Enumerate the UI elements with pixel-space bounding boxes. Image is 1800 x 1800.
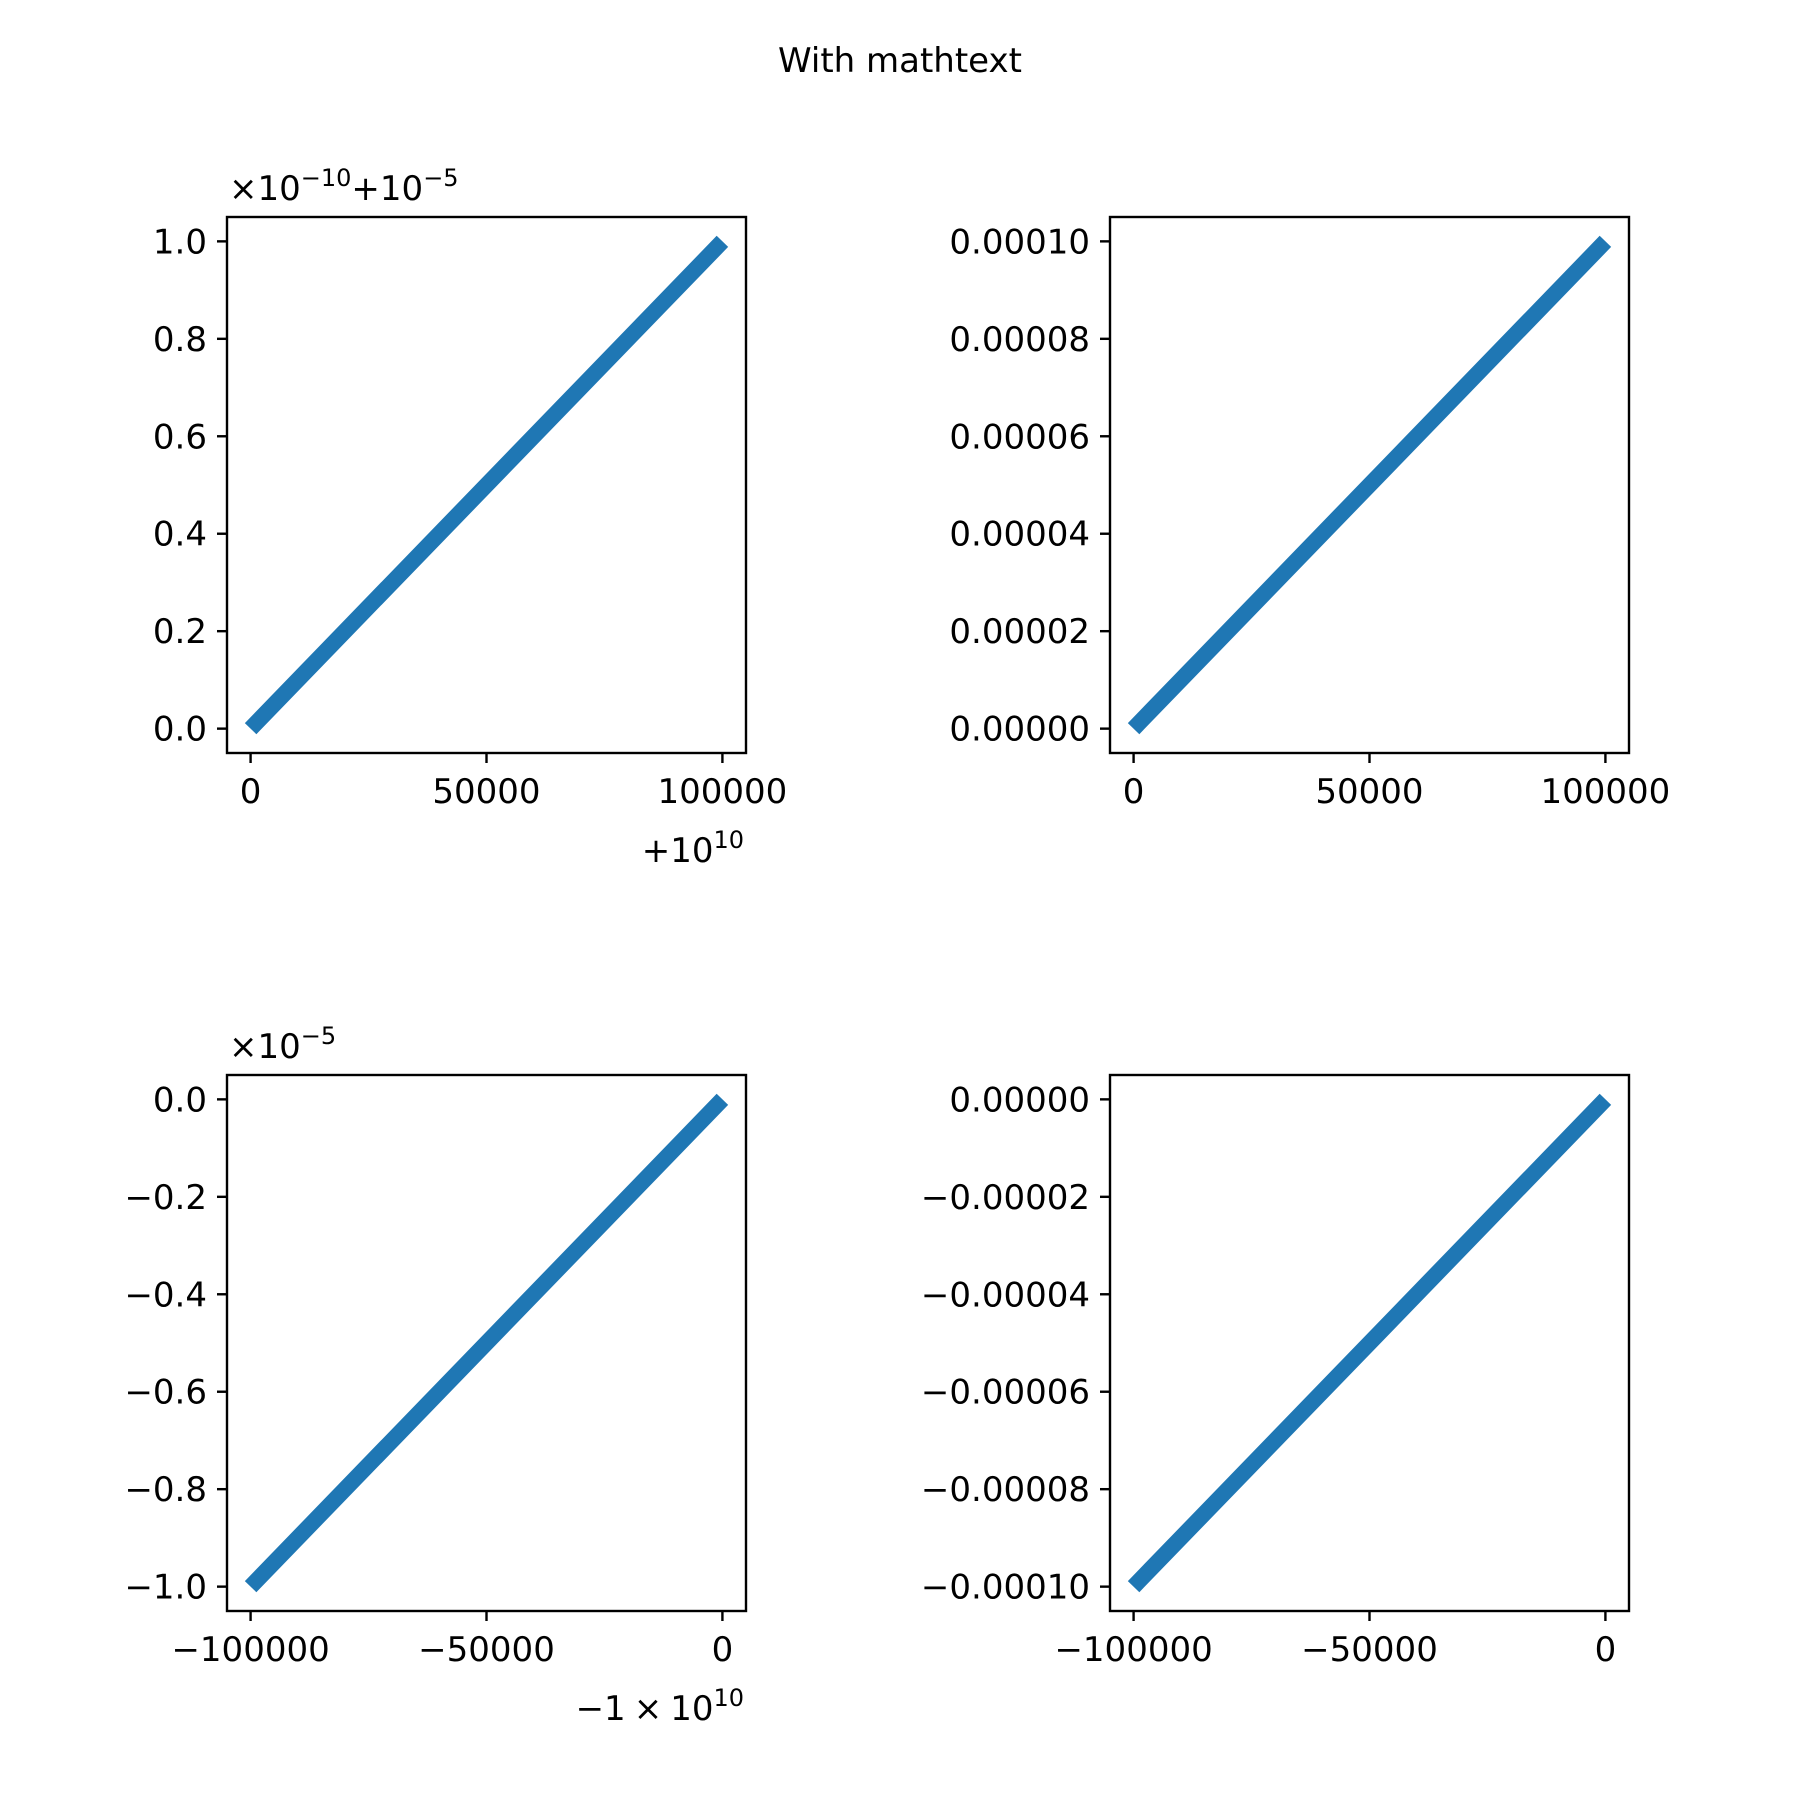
axes-top-left-x-offset-text: +1010 (642, 826, 744, 871)
y-tick-label: 0.00008 (949, 320, 1090, 360)
axes-bottom-left-xticks: −100000 −50000 0 (171, 1611, 733, 1670)
axes-top-left: 0 50000 100000 0.0 0.2 0.4 0.6 0.8 1.0 ×10−10+1… (153, 164, 787, 871)
x-tick-label: 0 (1123, 772, 1145, 812)
axes-bottom-left-x-offset-text: −1 × 1010 (576, 1684, 744, 1729)
y-tick-label: 0.00000 (949, 1080, 1090, 1120)
y-tick-label: 1.0 (153, 222, 207, 262)
x-tick-label: 0 (240, 772, 262, 812)
y-tick-label: 0.2 (153, 612, 207, 652)
axes-bottom-left-yticks: −1.0 −0.8 −0.6 −0.4 −0.2 0.0 (124, 1080, 227, 1608)
y-tick-label: 0.00000 (949, 710, 1090, 750)
axes-bottom-right-series-line (1127, 1093, 1612, 1593)
y-tick-label: −0.00006 (921, 1373, 1090, 1413)
y-tick-label: −1.0 (124, 1568, 207, 1608)
x-tick-label: −100000 (171, 1630, 329, 1670)
axes-bottom-left-y-offset-text: ×10−5 (229, 1022, 336, 1067)
axes-bottom-right: −100000 −50000 0 −0.00010−0.00008−0.00006−… (921, 1073, 1631, 1670)
y-tick-label: 0.00002 (949, 612, 1090, 652)
y-tick-label: 0.00004 (949, 515, 1090, 555)
axes-top-right-series-line (1127, 235, 1612, 735)
x-tick-label: 50000 (432, 772, 540, 812)
y-tick-label: −0.00004 (921, 1275, 1090, 1315)
y-tick-label: 0.4 (153, 515, 207, 555)
axes-top-left-yticks: 0.0 0.2 0.4 0.6 0.8 1.0 (153, 222, 227, 750)
axes-bottom-left-series-line (244, 1093, 729, 1593)
x-tick-label: 100000 (1541, 772, 1671, 812)
y-tick-label: 0.0 (153, 710, 207, 750)
y-tick-label: 0.6 (153, 417, 207, 457)
y-tick-label: 0.00010 (949, 222, 1090, 262)
axes-top-right-yticks: 0.00000 0.00002 0.00004 0.00006 0.00008 0.000… (949, 222, 1110, 750)
axes-top-left-xticks: 0 50000 100000 (240, 753, 788, 812)
axes-bottom-right-yticks: −0.00010 −0.00008 −0.00006 −0.00004 −0.00002… (921, 1080, 1110, 1608)
y-tick-label: −0.4 (124, 1275, 207, 1315)
x-tick-label: −50000 (418, 1630, 555, 1670)
y-tick-label: −0.8 (124, 1470, 207, 1510)
axes-top-right-xticks: 0 50000 100000 (1123, 753, 1671, 812)
y-tick-label: 0.0 (153, 1080, 207, 1120)
y-tick-label: 0.8 (153, 320, 207, 360)
x-tick-label: 0 (712, 1630, 734, 1670)
axes-bottom-right-xticks: −100000 −50000 0 (1054, 1611, 1616, 1670)
figure-title: With mathtext (778, 41, 1022, 81)
x-tick-label: −100000 (1054, 1630, 1212, 1670)
axes-top-left-series-line (244, 235, 729, 735)
x-tick-label: 0 (1595, 1630, 1617, 1670)
y-tick-label: −0.00002 (921, 1178, 1090, 1218)
y-tick-label: −0.00010 (921, 1568, 1090, 1608)
axes-bottom-left: −100000 −50000 0 −1.0 −0.8 −0.6 −0.4 −0.2 0.0 ×… (124, 1022, 748, 1729)
y-tick-label: 0.00006 (949, 417, 1090, 457)
axes-top-left-y-offset-text: ×10−10+10−5 (229, 164, 459, 209)
axes-top-right: 0 50000 100000 0.000000.000020.000040.0000… (949, 215, 1671, 812)
x-tick-label: −50000 (1301, 1630, 1438, 1670)
y-tick-label: −0.2 (124, 1178, 207, 1218)
x-tick-label: 50000 (1315, 772, 1423, 812)
y-tick-label: −0.6 (124, 1373, 207, 1413)
x-tick-label: 100000 (658, 772, 788, 812)
y-tick-label: −0.00008 (921, 1470, 1090, 1510)
